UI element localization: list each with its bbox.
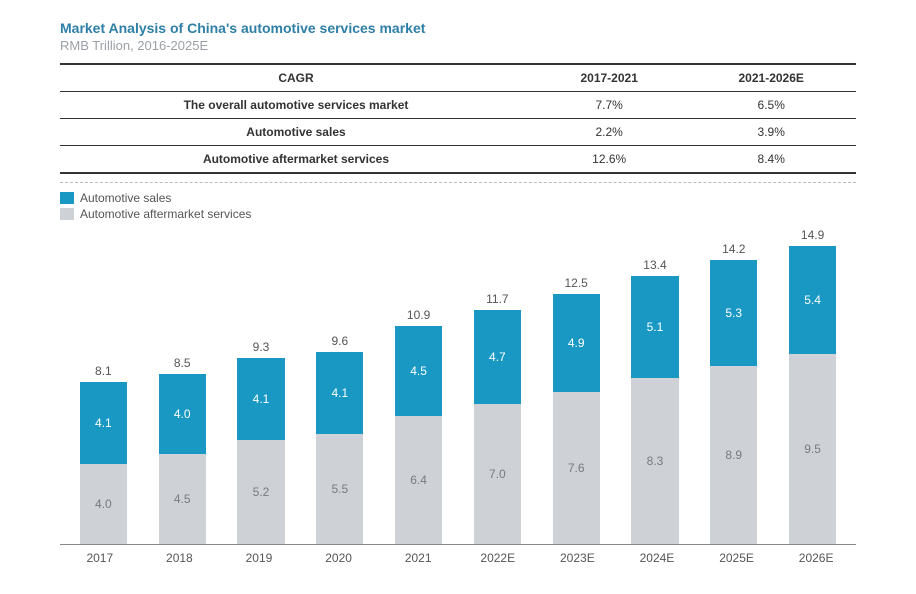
bar-segment-aftermarket: 9.5 [789, 354, 836, 544]
cagr-col-2: 2021-2026E [686, 64, 856, 92]
bar-group: 14.2 8.95.3 [694, 225, 773, 544]
x-axis-label: 2022E [458, 551, 538, 565]
bar-total-label: 9.6 [331, 334, 348, 348]
stacked-bar: 7.04.7 [474, 310, 521, 544]
bar-segment-sales: 5.3 [710, 260, 757, 366]
bar-group: 10.9 6.44.5 [379, 225, 458, 544]
bar-segment-sales: 4.9 [553, 294, 600, 392]
bar-total-label: 12.5 [565, 276, 588, 290]
legend-item-aftermarket: Automotive aftermarket services [60, 207, 856, 221]
bar-segment-sales: 5.4 [789, 246, 836, 354]
x-axis-label: 2018 [140, 551, 220, 565]
legend: Automotive sales Automotive aftermarket … [60, 191, 856, 221]
bar-segment-aftermarket: 8.3 [631, 378, 678, 544]
legend-label-aftermarket: Automotive aftermarket services [80, 207, 251, 221]
row-label: Automotive sales [60, 119, 532, 146]
bar-segment-sales: 5.1 [631, 276, 678, 378]
stacked-bar: 8.35.1 [631, 276, 678, 544]
stacked-bar: 5.54.1 [316, 352, 363, 544]
stacked-bar: 6.44.5 [395, 326, 442, 544]
bar-segment-aftermarket: 4.5 [159, 454, 206, 544]
x-axis-label: 2021 [378, 551, 458, 565]
legend-swatch-sales [60, 192, 74, 204]
stacked-bar: 4.54.0 [159, 374, 206, 544]
legend-label-sales: Automotive sales [80, 191, 171, 205]
bar-segment-aftermarket: 6.4 [395, 416, 442, 544]
row-label: Automotive aftermarket services [60, 146, 532, 174]
bar-segment-sales: 4.1 [237, 358, 284, 440]
bar-segment-sales: 4.0 [159, 374, 206, 454]
stacked-bar: 9.55.4 [789, 246, 836, 544]
row-cell: 8.4% [686, 146, 856, 174]
stacked-bar: 7.64.9 [553, 294, 600, 544]
x-axis-label: 2026E [776, 551, 856, 565]
row-cell: 6.5% [686, 92, 856, 119]
row-label: The overall automotive services market [60, 92, 532, 119]
bar-segment-aftermarket: 7.6 [553, 392, 600, 544]
row-cell: 2.2% [532, 119, 686, 146]
bar-segment-aftermarket: 5.5 [316, 434, 363, 544]
bar-total-label: 14.2 [722, 242, 745, 256]
bar-total-label: 10.9 [407, 308, 430, 322]
chart-subtitle: RMB Trillion, 2016-2025E [60, 38, 856, 53]
chart-title: Market Analysis of China's automotive se… [60, 20, 856, 36]
bar-group: 8.1 4.04.1 [64, 225, 143, 544]
x-axis: 201720182019202020212022E2023E2024E2025E… [60, 551, 856, 565]
cagr-col-1: 2017-2021 [532, 64, 686, 92]
bar-total-label: 11.7 [486, 292, 508, 306]
bar-segment-sales: 4.1 [316, 352, 363, 434]
bar-segment-aftermarket: 4.0 [80, 464, 127, 544]
table-row: The overall automotive services market7.… [60, 92, 856, 119]
legend-item-sales: Automotive sales [60, 191, 856, 205]
row-cell: 3.9% [686, 119, 856, 146]
x-axis-label: 2024E [617, 551, 697, 565]
x-axis-label: 2017 [60, 551, 140, 565]
stacked-bar: 5.24.1 [237, 358, 284, 544]
row-cell: 7.7% [532, 92, 686, 119]
stacked-bar: 8.95.3 [710, 260, 757, 544]
x-axis-label: 2025E [697, 551, 777, 565]
bar-segment-aftermarket: 5.2 [237, 440, 284, 544]
bar-group: 9.6 5.54.1 [300, 225, 379, 544]
x-axis-label: 2020 [299, 551, 379, 565]
bar-segment-sales: 4.7 [474, 310, 521, 404]
bar-group: 12.5 7.64.9 [537, 225, 616, 544]
table-row: Automotive aftermarket services12.6%8.4% [60, 146, 856, 174]
table-row: Automotive sales2.2%3.9% [60, 119, 856, 146]
bar-group: 13.4 8.35.1 [616, 225, 695, 544]
bar-total-label: 8.1 [95, 364, 112, 378]
bar-total-label: 9.3 [253, 340, 270, 354]
bar-segment-sales: 4.5 [395, 326, 442, 416]
bar-total-label: 14.9 [801, 228, 824, 242]
bar-segment-sales: 4.1 [80, 382, 127, 464]
cagr-col-0: CAGR [60, 64, 532, 92]
bar-total-label: 8.5 [174, 356, 191, 370]
bar-group: 14.9 9.55.4 [773, 225, 852, 544]
legend-swatch-aftermarket [60, 208, 74, 220]
bar-group: 9.3 5.24.1 [222, 225, 301, 544]
x-axis-label: 2019 [219, 551, 299, 565]
bar-group: 11.7 7.04.7 [458, 225, 537, 544]
bar-group: 8.5 4.54.0 [143, 225, 222, 544]
row-cell: 12.6% [532, 146, 686, 174]
section-divider [60, 182, 856, 183]
bar-segment-aftermarket: 8.9 [710, 366, 757, 544]
x-axis-label: 2023E [538, 551, 618, 565]
bar-segment-aftermarket: 7.0 [474, 404, 521, 544]
cagr-table: CAGR 2017-2021 2021-2026E The overall au… [60, 63, 856, 174]
bar-total-label: 13.4 [643, 258, 666, 272]
stacked-bar: 4.04.1 [80, 382, 127, 544]
stacked-bar-chart: 8.14.04.18.54.54.09.35.24.19.65.54.110.9… [60, 225, 856, 545]
